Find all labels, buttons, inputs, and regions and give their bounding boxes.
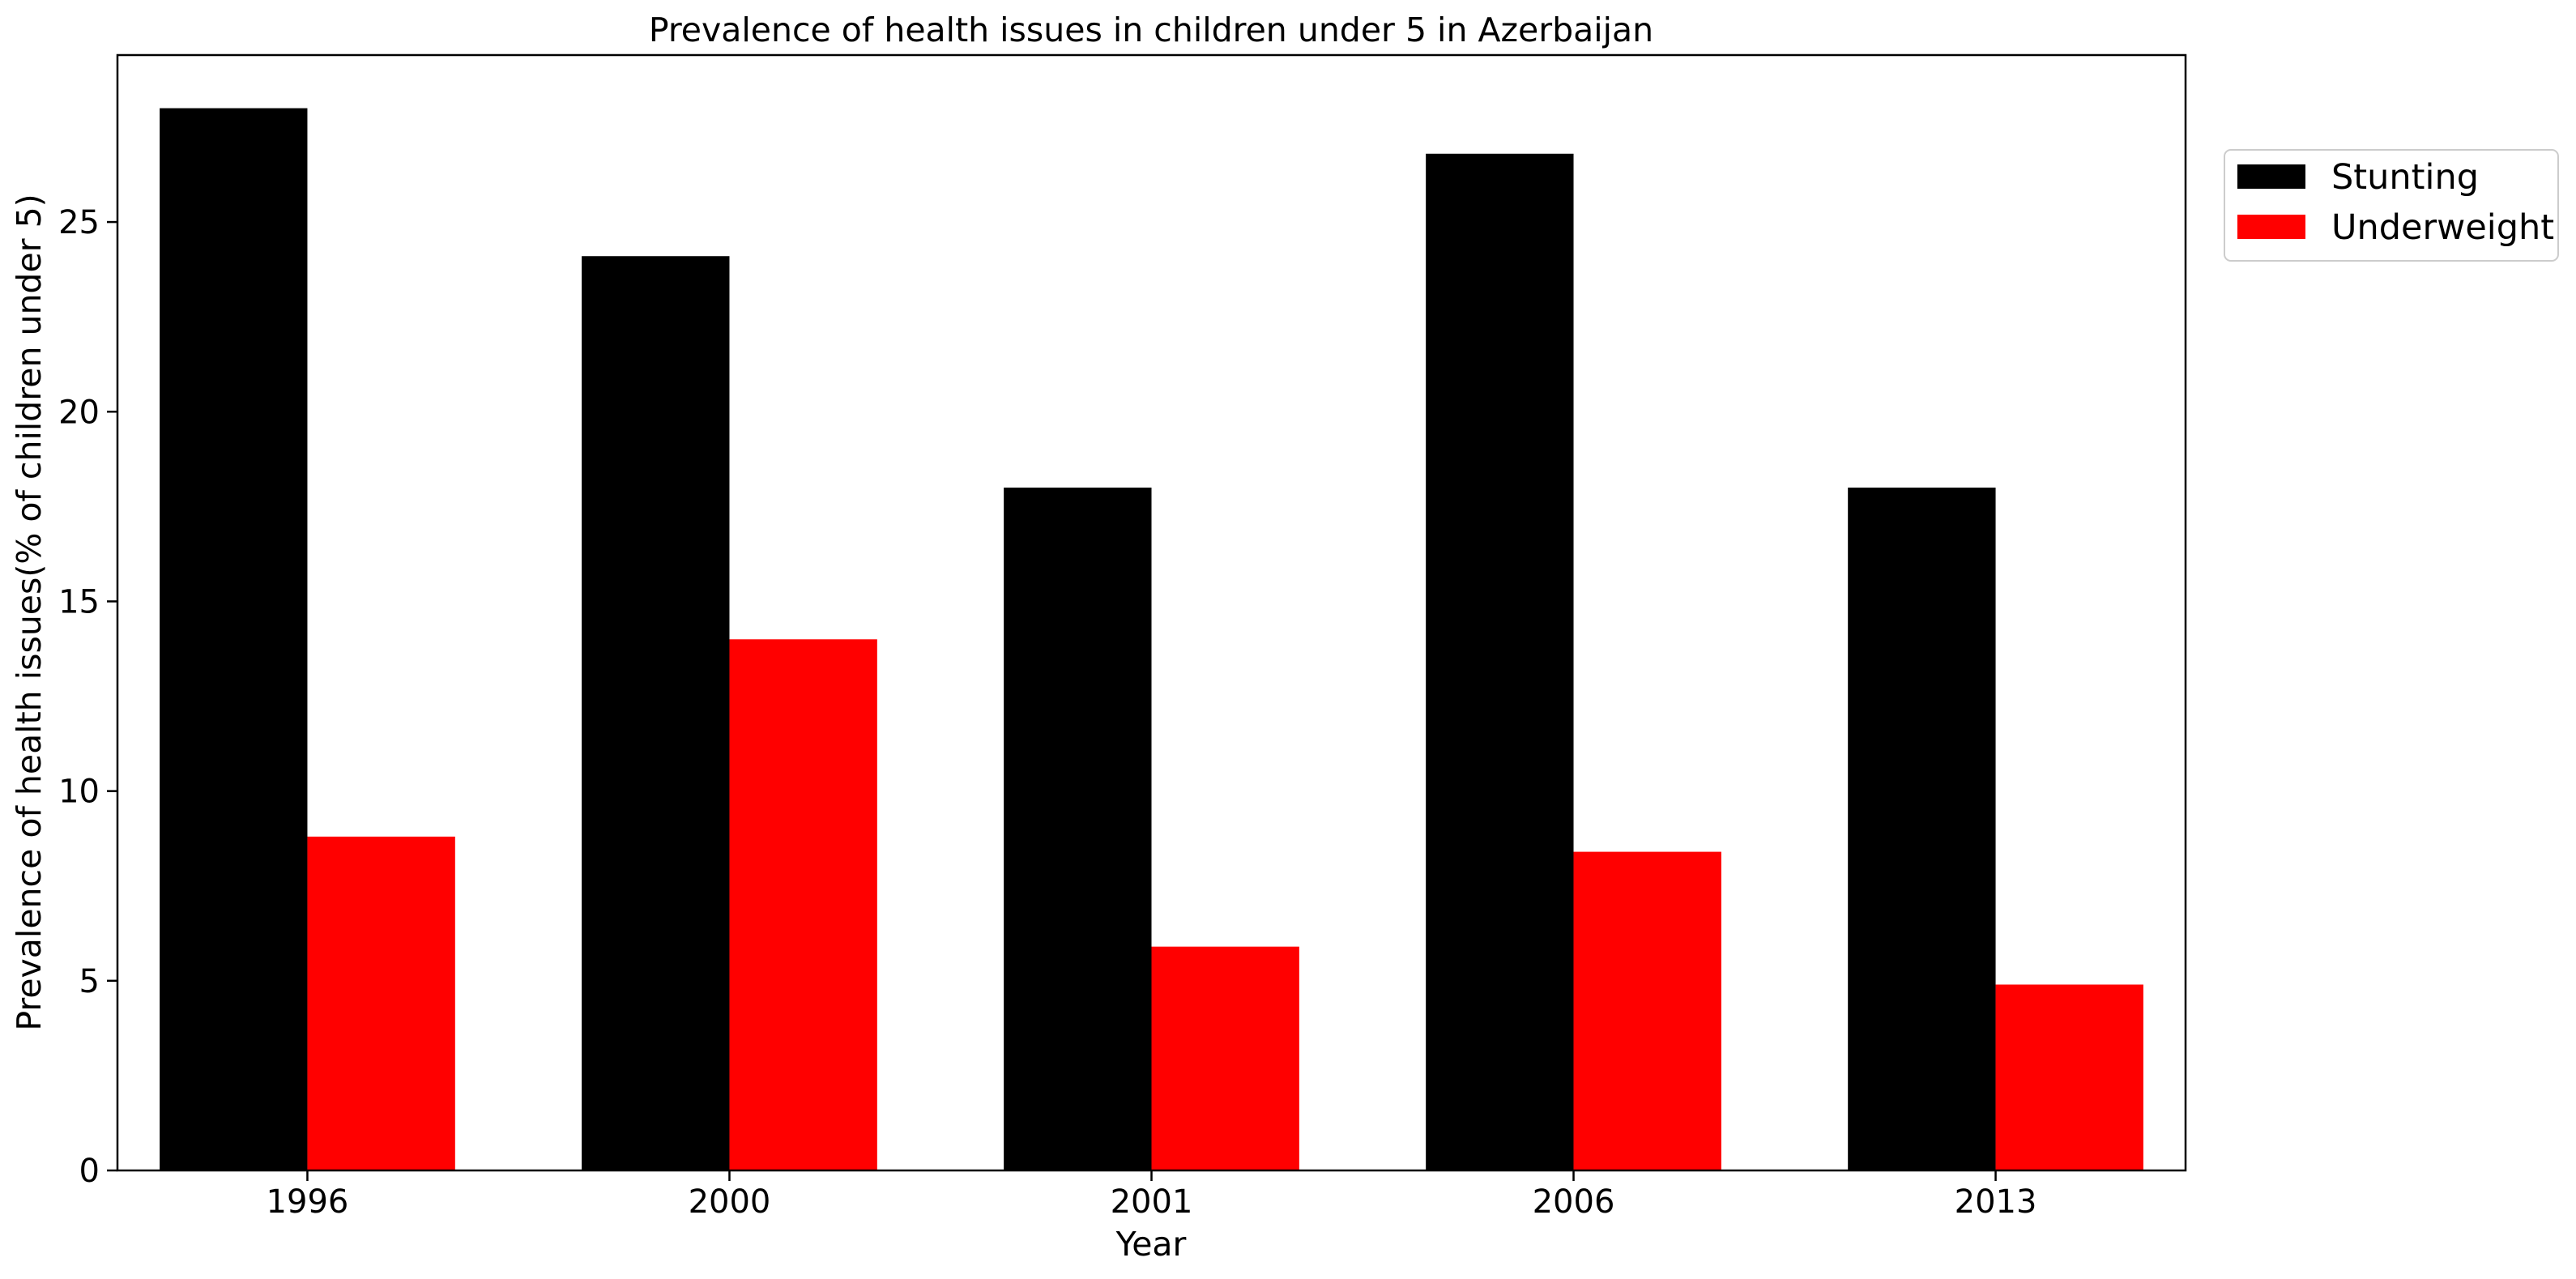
y-axis-ticks: 0 5 10 15 20 25	[58, 204, 117, 1190]
y-tick-label: 20	[58, 394, 100, 431]
bar-underweight-2013	[1995, 984, 2143, 1170]
y-tick-label: 25	[58, 204, 100, 241]
y-axis-label: Prevalence of health issues(% of childre…	[10, 194, 49, 1030]
bar-stunting-2000	[582, 256, 730, 1171]
x-axis-label: Year	[1115, 1225, 1187, 1264]
bar-underweight-2000	[729, 639, 877, 1170]
legend-swatch-underweight	[2237, 215, 2305, 239]
legend: Stunting Underweight	[2224, 149, 2559, 262]
bar-underweight-1996	[307, 836, 455, 1170]
x-tick-label: 2000	[689, 1183, 771, 1221]
x-tick-label: 2013	[1955, 1183, 2037, 1221]
bar-stunting-1996	[160, 108, 308, 1171]
x-tick-label: 2001	[1111, 1183, 1193, 1221]
legend-label-underweight: Underweight	[2331, 207, 2554, 248]
bars-group	[160, 108, 2143, 1171]
y-tick-label: 15	[58, 583, 100, 620]
x-tick-label: 2006	[1533, 1183, 1615, 1221]
legend-swatch-stunting	[2237, 164, 2305, 189]
y-tick-label: 0	[79, 1153, 100, 1190]
x-tick-label: 1996	[267, 1183, 349, 1221]
legend-label-stunting: Stunting	[2331, 157, 2479, 198]
bar-stunting-2001	[1004, 487, 1152, 1170]
bar-stunting-2006	[1426, 153, 1574, 1170]
y-tick-label: 5	[79, 963, 100, 1000]
bar-underweight-2001	[1151, 946, 1299, 1170]
chart-title: Prevalence of health issues in children …	[649, 11, 1653, 49]
x-axis-ticks: 1996 2000 2001 2006 2013	[267, 1170, 2037, 1221]
y-tick-label: 10	[58, 774, 100, 811]
bar-stunting-2013	[1848, 487, 1996, 1170]
legend-frame	[2224, 149, 2559, 262]
bar-underweight-2006	[1573, 851, 1721, 1170]
